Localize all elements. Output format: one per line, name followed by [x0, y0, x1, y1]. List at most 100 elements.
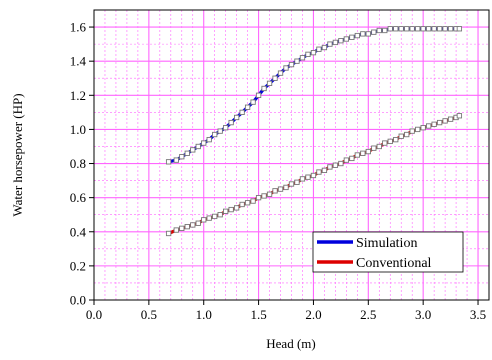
- data-point-simulation: [288, 61, 295, 68]
- data-point-conventional: [250, 198, 256, 204]
- x-tick-label: 3.0: [415, 307, 431, 322]
- data-point-conventional: [393, 136, 399, 143]
- data-point-conventional: [387, 138, 393, 145]
- legend: Simulation Conventional: [312, 231, 464, 273]
- data-point-conventional: [431, 121, 437, 127]
- data-point-simulation: [327, 41, 333, 47]
- data-point-simulation: [250, 99, 256, 105]
- data-point-simulation: [244, 104, 251, 110]
- data-point-simulation: [447, 26, 454, 32]
- data-point-conventional: [255, 194, 262, 201]
- series-conventional: [165, 113, 463, 237]
- data-point-simulation: [404, 26, 410, 32]
- data-point-simulation: [420, 26, 426, 32]
- data-point-simulation: [272, 75, 278, 81]
- data-point-simulation: [382, 27, 388, 34]
- data-point-simulation: [456, 26, 463, 32]
- data-point-conventional: [283, 184, 289, 191]
- data-point-simulation: [294, 58, 300, 64]
- data-point-conventional: [436, 119, 443, 126]
- data-point-conventional: [376, 143, 382, 150]
- plot-frame: [93, 9, 490, 301]
- data-point-simulation: [387, 26, 393, 32]
- data-point-conventional: [201, 217, 207, 223]
- data-point-conventional: [233, 205, 240, 211]
- data-point-simulation: [310, 49, 317, 56]
- x-tick-label: 1.0: [196, 307, 212, 322]
- data-point-simulation: [338, 38, 344, 44]
- data-point-simulation: [442, 26, 448, 32]
- data-point-conventional: [447, 116, 454, 122]
- data-point-simulation: [354, 32, 360, 39]
- data-point-conventional: [165, 230, 172, 237]
- data-point-conventional: [420, 125, 426, 131]
- y-tick-label: 0.6: [70, 190, 87, 205]
- data-point-simulation: [173, 157, 179, 163]
- axes: 0.0 0.5 1.0 1.5 2.0 2.5 3.0 3.5 0.0 0.2 0.4 0.6 0.8 1…: [70, 20, 486, 322]
- data-point-simulation: [349, 34, 355, 40]
- data-point-simulation: [255, 92, 262, 98]
- data-point-conventional: [371, 145, 377, 151]
- y-tick-label: 0.0: [70, 293, 86, 308]
- data-point-conventional: [426, 123, 432, 129]
- data-point-conventional: [316, 169, 322, 175]
- data-point-conventional: [456, 113, 463, 119]
- data-point-simulation: [321, 44, 328, 51]
- data-point-conventional: [212, 213, 218, 220]
- y-tick-label: 0.4: [70, 224, 87, 239]
- legend-label-conventional: Conventional: [356, 256, 432, 271]
- data-point-conventional: [261, 193, 267, 199]
- data-point-simulation: [190, 147, 196, 153]
- x-tick-label: 2.0: [305, 307, 321, 322]
- data-point-conventional: [321, 167, 328, 174]
- data-point-conventional: [217, 212, 223, 218]
- data-point-simulation: [266, 80, 273, 87]
- data-point-simulation: [239, 109, 245, 116]
- legend-box: [312, 231, 464, 273]
- data-point-conventional: [272, 188, 278, 194]
- x-tick-label: 1.5: [250, 307, 266, 322]
- data-point-conventional: [299, 176, 306, 182]
- data-point-simulation: [206, 136, 212, 143]
- y-axis-label: Water horsepower (HP): [10, 93, 25, 216]
- data-point-simulation: [195, 143, 201, 150]
- x-tick-label: 2.5: [360, 307, 376, 322]
- data-point-simulation: [409, 26, 415, 32]
- data-point-simulation: [398, 26, 404, 32]
- data-point-simulation: [376, 27, 382, 34]
- data-point-conventional: [415, 126, 421, 133]
- data-point-conventional: [360, 150, 366, 156]
- data-point-simulation: [184, 150, 190, 156]
- data-point-simulation: [415, 26, 421, 32]
- data-point-simulation: [393, 26, 399, 32]
- data-point-conventional: [349, 155, 355, 162]
- data-point-conventional: [398, 133, 404, 139]
- x-axis-label: Head (m): [266, 336, 315, 351]
- data-point-conventional: [190, 222, 196, 228]
- data-point-simulation: [223, 125, 229, 131]
- x-tick-label: 0.5: [141, 307, 157, 322]
- x-tick-label: 0.0: [86, 307, 102, 322]
- data-point-conventional: [382, 140, 388, 146]
- data-point-conventional: [173, 227, 179, 233]
- series-simulation: [165, 26, 463, 165]
- data-point-simulation: [299, 55, 306, 61]
- data-point-conventional: [294, 179, 300, 185]
- data-point-simulation: [360, 31, 366, 37]
- data-point-simulation: [305, 51, 311, 58]
- data-point-conventional: [277, 186, 284, 192]
- data-point-conventional: [310, 172, 317, 179]
- data-point-conventional: [239, 201, 245, 208]
- data-point-conventional: [327, 164, 333, 170]
- data-point-simulation: [165, 159, 172, 165]
- data-point-conventional: [206, 215, 212, 221]
- data-point-simulation: [212, 131, 218, 138]
- data-point-conventional: [184, 223, 190, 230]
- data-point-conventional: [343, 157, 350, 163]
- data-point-conventional: [404, 131, 410, 138]
- data-point-conventional: [223, 208, 229, 214]
- x-tick-label: 3.5: [470, 307, 486, 322]
- data-point-simulation: [365, 31, 371, 37]
- data-point-simulation: [228, 119, 234, 126]
- data-point-simulation: [217, 128, 223, 134]
